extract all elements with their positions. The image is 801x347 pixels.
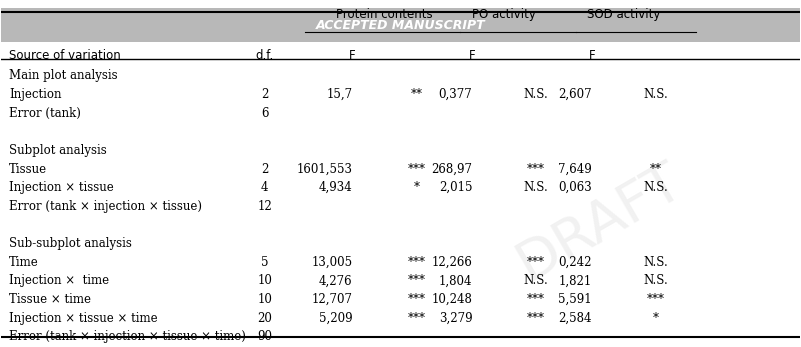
- Text: 2,607: 2,607: [558, 88, 592, 101]
- Text: ***: ***: [408, 162, 425, 176]
- Text: N.S.: N.S.: [524, 274, 549, 287]
- Text: Injection: Injection: [10, 88, 62, 101]
- Text: 5,209: 5,209: [319, 312, 352, 325]
- Text: Main plot analysis: Main plot analysis: [10, 69, 118, 82]
- Text: 20: 20: [257, 312, 272, 325]
- Text: 0,377: 0,377: [439, 88, 473, 101]
- Text: PO activity: PO activity: [473, 8, 536, 21]
- Text: 13,005: 13,005: [312, 256, 352, 269]
- Text: ***: ***: [408, 274, 425, 287]
- Text: d.f.: d.f.: [256, 49, 274, 62]
- Text: 5,591: 5,591: [558, 293, 592, 306]
- Text: 10,248: 10,248: [432, 293, 473, 306]
- Text: F: F: [469, 49, 476, 62]
- Text: 90: 90: [257, 330, 272, 344]
- Text: 2: 2: [261, 162, 268, 176]
- Text: N.S.: N.S.: [643, 274, 668, 287]
- Text: ***: ***: [408, 293, 425, 306]
- Text: Injection × tissue × time: Injection × tissue × time: [10, 312, 158, 325]
- Text: 3,279: 3,279: [439, 312, 473, 325]
- Text: 2: 2: [261, 88, 268, 101]
- Text: Error (tank × injection × tissue): Error (tank × injection × tissue): [10, 200, 203, 213]
- Text: 1,804: 1,804: [439, 274, 473, 287]
- Text: Injection ×  time: Injection × time: [10, 274, 110, 287]
- Text: 2,015: 2,015: [439, 181, 473, 194]
- Text: ***: ***: [408, 312, 425, 325]
- Text: N.S.: N.S.: [524, 88, 549, 101]
- Text: 2,584: 2,584: [558, 312, 592, 325]
- Text: 12: 12: [257, 200, 272, 213]
- Text: 4,934: 4,934: [319, 181, 352, 194]
- Text: Subplot analysis: Subplot analysis: [10, 144, 107, 157]
- Text: 12,266: 12,266: [432, 256, 473, 269]
- Text: ACCEPTED MANUSCRIPT: ACCEPTED MANUSCRIPT: [316, 19, 485, 32]
- FancyBboxPatch shape: [2, 8, 799, 42]
- Text: Injection × tissue: Injection × tissue: [10, 181, 114, 194]
- Text: 1,821: 1,821: [559, 274, 592, 287]
- Text: ***: ***: [527, 162, 545, 176]
- Text: 268,97: 268,97: [432, 162, 473, 176]
- Text: N.S.: N.S.: [524, 181, 549, 194]
- Text: ***: ***: [647, 293, 665, 306]
- Text: 12,707: 12,707: [312, 293, 352, 306]
- Text: 1601,553: 1601,553: [296, 162, 352, 176]
- Text: ***: ***: [408, 256, 425, 269]
- Text: 0,242: 0,242: [558, 256, 592, 269]
- Text: 10: 10: [257, 274, 272, 287]
- Text: 7,649: 7,649: [558, 162, 592, 176]
- Text: ***: ***: [527, 312, 545, 325]
- Text: 5: 5: [261, 256, 268, 269]
- Text: Sub-subplot analysis: Sub-subplot analysis: [10, 237, 132, 250]
- Text: N.S.: N.S.: [643, 181, 668, 194]
- Text: Source of variation: Source of variation: [10, 49, 121, 62]
- Text: Tissue: Tissue: [10, 162, 47, 176]
- Text: Error (tank): Error (tank): [10, 107, 81, 120]
- Text: Error (tank × injection × tissue × time): Error (tank × injection × tissue × time): [10, 330, 246, 344]
- Text: 4,276: 4,276: [319, 274, 352, 287]
- Text: N.S.: N.S.: [643, 88, 668, 101]
- Text: Tissue × time: Tissue × time: [10, 293, 91, 306]
- Text: 4: 4: [261, 181, 268, 194]
- Text: **: **: [650, 162, 662, 176]
- Text: 0,063: 0,063: [558, 181, 592, 194]
- Text: **: **: [410, 88, 422, 101]
- Text: 10: 10: [257, 293, 272, 306]
- Text: *: *: [653, 312, 659, 325]
- Text: Time: Time: [10, 256, 39, 269]
- Text: 6: 6: [261, 107, 268, 120]
- Text: *: *: [413, 181, 420, 194]
- Text: F: F: [589, 49, 595, 62]
- Text: ***: ***: [527, 256, 545, 269]
- Text: ***: ***: [527, 293, 545, 306]
- Text: Protein contents: Protein contents: [336, 8, 433, 21]
- Text: N.S.: N.S.: [643, 256, 668, 269]
- Text: SOD activity: SOD activity: [587, 8, 661, 21]
- Text: 15,7: 15,7: [327, 88, 352, 101]
- Text: F: F: [349, 49, 356, 62]
- Text: DRAFT: DRAFT: [508, 153, 692, 291]
